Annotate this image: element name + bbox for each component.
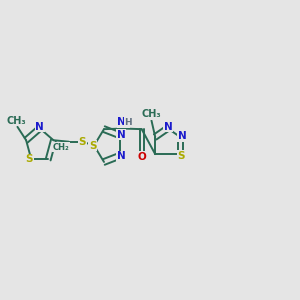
Text: S: S (26, 154, 33, 164)
Text: N: N (117, 117, 126, 127)
Text: H: H (121, 118, 128, 127)
Text: S: S (89, 140, 97, 151)
Text: N: N (120, 118, 129, 128)
Text: O: O (137, 152, 146, 162)
Text: CH₂: CH₂ (53, 143, 70, 152)
Text: S: S (178, 151, 185, 160)
Text: CH₃: CH₃ (142, 109, 161, 119)
Text: N: N (117, 151, 126, 161)
Text: N: N (117, 130, 126, 140)
Text: CH₃: CH₃ (6, 116, 26, 126)
Text: H: H (124, 118, 132, 127)
Text: S: S (79, 137, 86, 147)
Text: N: N (178, 131, 186, 141)
Text: N: N (35, 122, 44, 132)
Text: N: N (164, 122, 172, 132)
